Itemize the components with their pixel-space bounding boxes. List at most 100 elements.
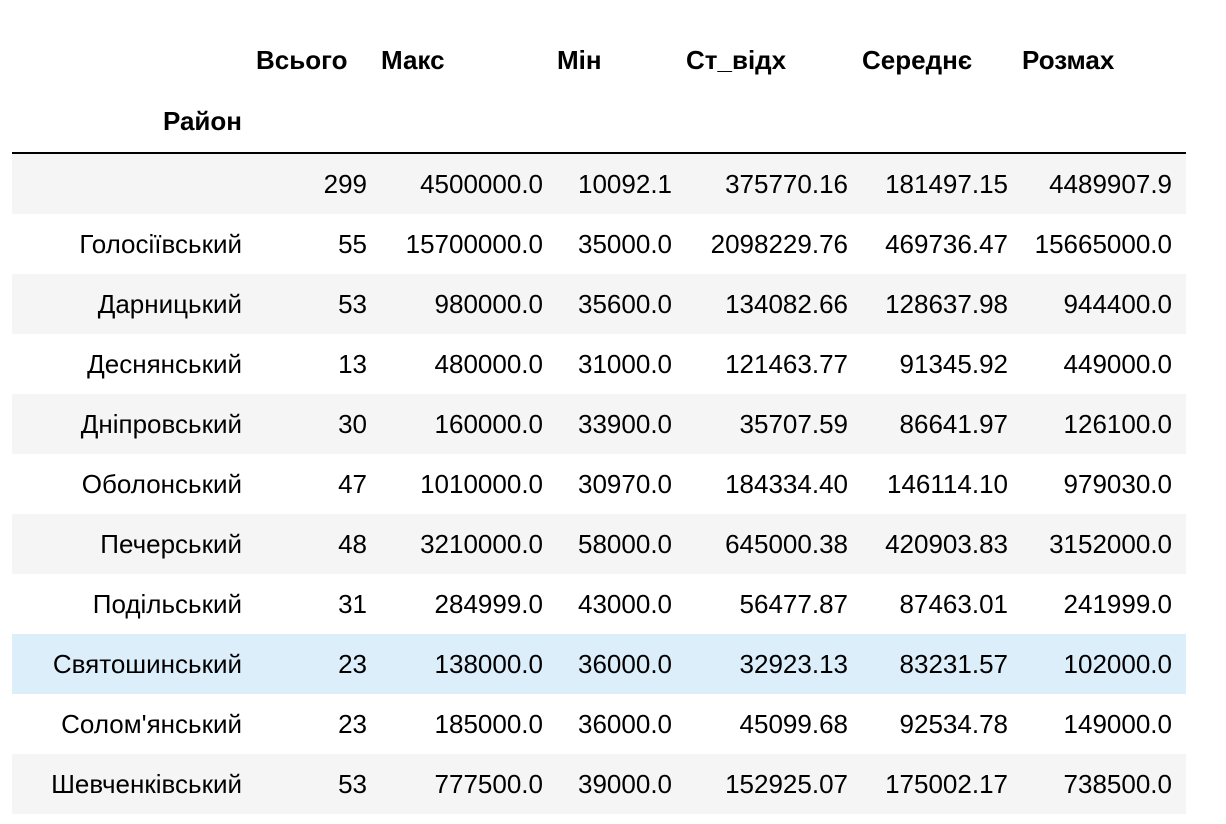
table-row: Дніпровський 30 160000.0 33900.0 35707.59 866… — [12, 394, 1186, 454]
cell-range: 126100.0 — [1063, 409, 1172, 439]
cell-total: 30 — [338, 409, 367, 439]
row-index-label: Святошинський — [52, 649, 242, 679]
cell-std: 45099.68 — [739, 709, 848, 739]
column-header-min: Мін — [557, 45, 602, 75]
table-row: Деснянський 13 480000.0 31000.0 121463.77 913… — [12, 334, 1186, 394]
cell-std: 645000.38 — [725, 529, 848, 559]
cell-max: 138000.0 — [434, 649, 543, 679]
cell-range: 241999.0 — [1063, 589, 1172, 619]
table-row: Оболонський 47 1010000.0 30970.0 184334.40 14… — [12, 454, 1186, 514]
column-header-range: Розмах — [1022, 45, 1115, 75]
cell-mean: 469736.47 — [885, 229, 1008, 259]
cell-min: 39000.0 — [578, 769, 672, 799]
cell-max: 3210000.0 — [420, 529, 543, 559]
cell-mean: 420903.83 — [885, 529, 1008, 559]
cell-mean: 146114.10 — [887, 469, 1008, 499]
cell-range: 738500.0 — [1063, 769, 1172, 799]
index-name-header: Район — [162, 106, 242, 136]
table-row: Печерський 48 3210000.0 58000.0 645000.38 420… — [12, 514, 1186, 574]
cell-total: 23 — [338, 649, 367, 679]
cell-min: 35600.0 — [578, 289, 672, 319]
cell-total: 13 — [338, 349, 367, 379]
cell-max: 1010000.0 — [420, 469, 543, 499]
column-header-row: Всього Макс Мін Ст_відх Середнє Розмах — [12, 30, 1186, 90]
column-header-total: Всього — [256, 45, 348, 75]
cell-std: 35707.59 — [739, 409, 848, 439]
index-header-row: Район — [12, 90, 1186, 153]
cell-max: 284999.0 — [434, 589, 543, 619]
cell-range: 979030.0 — [1063, 469, 1172, 499]
cell-mean: 175002.17 — [885, 769, 1008, 799]
cell-range: 4489907.9 — [1049, 169, 1172, 199]
cell-mean: 92534.78 — [899, 709, 1008, 739]
cell-total: 53 — [338, 769, 367, 799]
table-row: Солом'янський 23 185000.0 36000.0 45099.68 92… — [12, 694, 1186, 754]
row-index-label: Оболонський — [81, 469, 242, 499]
cell-range: 449000.0 — [1063, 349, 1172, 379]
row-index-label: Дарницький — [97, 289, 242, 319]
blank-header-cell — [12, 30, 256, 90]
cell-range: 15665000.0 — [1034, 229, 1172, 259]
cell-std: 152925.07 — [725, 769, 848, 799]
row-index-label: Подільський — [92, 589, 242, 619]
column-header-mean: Середнє — [862, 45, 973, 75]
table-row: 299 4500000.0 10092.1 375770.16 181497.15 448… — [12, 153, 1186, 214]
cell-total: 53 — [338, 289, 367, 319]
cell-total: 31 — [338, 589, 367, 619]
cell-std: 134082.66 — [725, 289, 848, 319]
cell-std: 56477.87 — [739, 589, 848, 619]
cell-max: 15700000.0 — [405, 229, 543, 259]
column-header-max: Макс — [381, 45, 445, 75]
cell-std: 2098229.76 — [710, 229, 848, 259]
row-index-label — [12, 153, 256, 214]
cell-std: 32923.13 — [739, 649, 848, 679]
column-header-std: Ст_відх — [686, 45, 787, 75]
dataframe-table: Всього Макс Мін Ст_відх Середнє Розмах Р… — [12, 30, 1186, 814]
cell-range: 149000.0 — [1063, 709, 1172, 739]
cell-total: 55 — [338, 229, 367, 259]
table-body: 299 4500000.0 10092.1 375770.16 181497.15 448… — [12, 153, 1186, 814]
cell-max: 160000.0 — [434, 409, 543, 439]
cell-min: 33900.0 — [578, 409, 672, 439]
cell-total: 299 — [323, 169, 367, 199]
cell-max: 185000.0 — [434, 709, 543, 739]
cell-min: 31000.0 — [578, 349, 672, 379]
cell-min: 36000.0 — [578, 709, 672, 739]
cell-min: 58000.0 — [578, 529, 672, 559]
cell-mean: 83231.57 — [899, 649, 1008, 679]
cell-max: 777500.0 — [434, 769, 543, 799]
cell-mean: 91345.92 — [899, 349, 1008, 379]
cell-range: 102000.0 — [1063, 649, 1172, 679]
cell-min: 35000.0 — [578, 229, 672, 259]
row-index-label: Деснянський — [87, 349, 242, 379]
cell-max: 4500000.0 — [420, 169, 543, 199]
table-row: Шевченківський 53 777500.0 39000.0 152925.07… — [12, 754, 1186, 814]
table-row: Дарницький 53 980000.0 35600.0 134082.66 1286… — [12, 274, 1186, 334]
cell-range: 3152000.0 — [1049, 529, 1172, 559]
row-index-label: Шевченківський — [51, 769, 242, 799]
cell-mean: 87463.01 — [899, 589, 1008, 619]
cell-min: 30970.0 — [578, 469, 672, 499]
cell-mean: 181497.15 — [885, 169, 1008, 199]
row-index-label: Солом'янський — [61, 709, 242, 739]
cell-total: 23 — [338, 709, 367, 739]
table-row: Подільський 31 284999.0 43000.0 56477.87 8746… — [12, 574, 1186, 634]
cell-total: 48 — [338, 529, 367, 559]
cell-total: 47 — [338, 469, 367, 499]
row-index-label: Дніпровський — [80, 409, 242, 439]
cell-max: 480000.0 — [434, 349, 543, 379]
cell-min: 43000.0 — [578, 589, 672, 619]
cell-range: 944400.0 — [1063, 289, 1172, 319]
table-row: Святошинський 23 138000.0 36000.0 32923.13 83… — [12, 634, 1186, 694]
cell-std: 375770.16 — [725, 169, 848, 199]
cell-mean: 86641.97 — [899, 409, 1008, 439]
row-index-label: Печерський — [100, 529, 242, 559]
cell-mean: 128637.98 — [885, 289, 1008, 319]
table-row: Голосіївський 55 15700000.0 35000.0 2098229.… — [12, 214, 1186, 274]
cell-std: 184334.40 — [725, 469, 848, 499]
cell-std: 121463.77 — [725, 349, 848, 379]
cell-min: 10092.1 — [578, 169, 672, 199]
row-index-label: Голосіївський — [79, 229, 242, 259]
cell-min: 36000.0 — [578, 649, 672, 679]
